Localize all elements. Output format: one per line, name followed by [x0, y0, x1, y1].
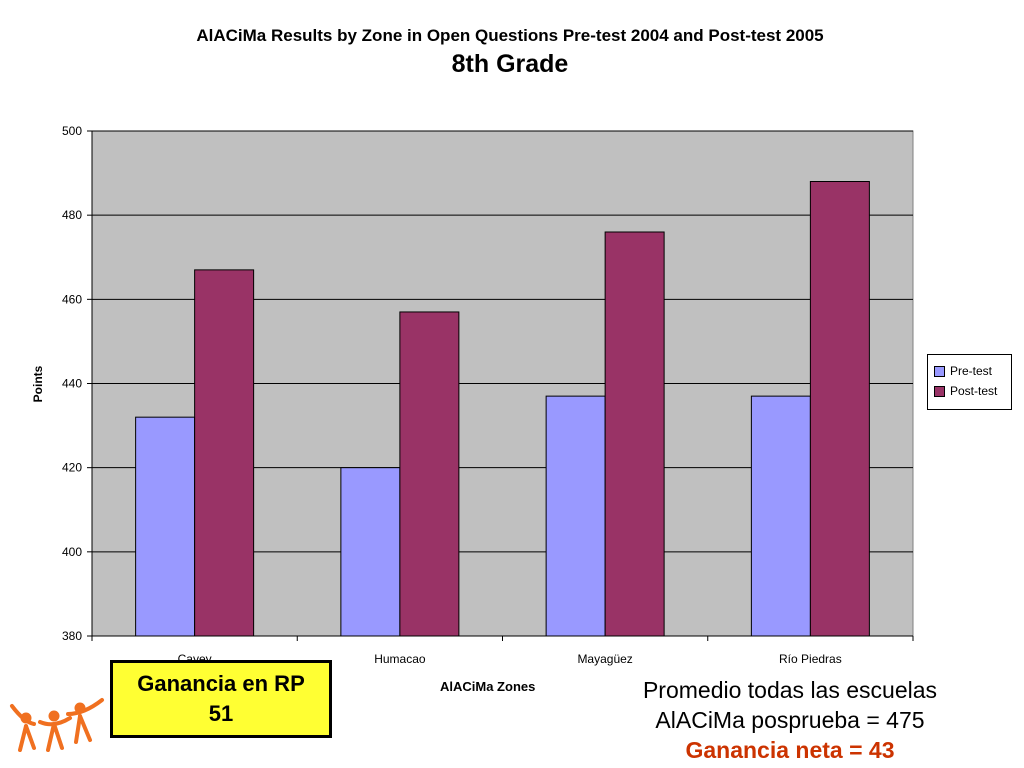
chart-title: AlACiMa Results by Zone in Open Question…: [196, 26, 824, 45]
gain-box: Ganancia en RP 51: [110, 660, 332, 738]
x-tick-label: Mayagüez: [577, 652, 632, 666]
x-axis-label: AlACiMa Zones: [440, 679, 536, 694]
bar-pre-test: [750, 395, 811, 637]
legend-swatch-post-test: [934, 385, 945, 397]
legend-label-post-test: Post-test: [950, 384, 998, 398]
bars: [135, 181, 870, 637]
bar-pre-test: [340, 467, 401, 637]
legend: Pre-test Post-test: [927, 354, 1012, 410]
net-gain-text: Ganancia neta = 43: [685, 737, 895, 763]
y-tick-label: 500: [62, 124, 82, 138]
chart-subtitle: 8th Grade: [451, 50, 569, 78]
bar-post-test: [399, 311, 460, 637]
x-tick-label: Humacao: [374, 652, 426, 666]
average-annotation: Promedio todas las escuelas AlACiMa posp…: [600, 675, 980, 765]
y-tick-label: 380: [62, 629, 82, 643]
bar-post-test: [194, 269, 255, 637]
y-tick-label: 400: [62, 545, 82, 559]
alacima-logo-icon: [10, 698, 104, 752]
average-line-1: Promedio todas las escuelas: [642, 677, 938, 703]
legend-item-post-test: Post-test: [934, 381, 1011, 401]
legend-item-pre-test: Pre-test: [934, 361, 1011, 381]
y-tick-labels: 380 400 420 440 460 480 500: [62, 124, 92, 643]
y-tick-label: 480: [62, 208, 82, 222]
y-tick-label: 420: [62, 461, 82, 475]
bar-pre-test: [545, 395, 606, 637]
bar-pre-test: [135, 416, 196, 637]
bar-post-test: [604, 231, 665, 637]
average-line-2: AlACiMa posprueba = 475: [655, 707, 925, 733]
y-tick-label: 440: [62, 377, 82, 391]
gain-box-label: Ganancia en RP: [137, 671, 305, 696]
legend-label-pre-test: Pre-test: [950, 364, 993, 378]
legend-swatch-pre-test: [934, 365, 945, 377]
x-tick-label: Río Piedras: [779, 652, 842, 666]
bar-post-test: [809, 181, 870, 637]
y-tick-label: 460: [62, 292, 82, 306]
gain-box-value: 51: [208, 701, 234, 726]
y-axis-label: Points: [31, 365, 45, 402]
